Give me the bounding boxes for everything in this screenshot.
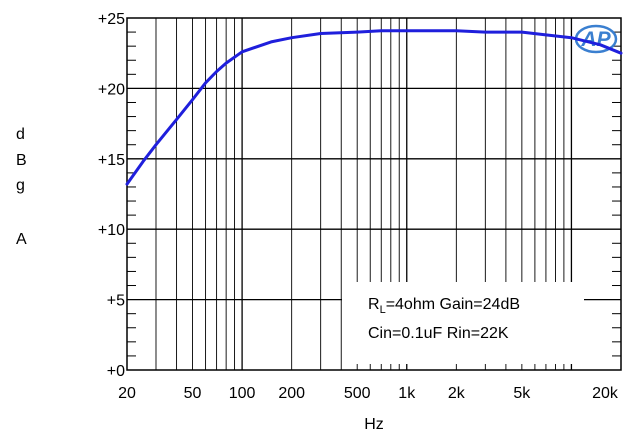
x-tick-label: 20 [118,385,136,402]
x-tick-label: 500 [344,385,371,402]
annotation-line-1: RL=4ohm Gain=24dB [368,296,520,316]
y-tick-label: +25 [98,11,125,28]
y-axis-label-letter: B [16,152,27,169]
x-tick-label: 100 [229,385,256,402]
x-tick-label: 1k [398,385,416,402]
x-tick-label: 5k [513,385,531,402]
y-tick-label: +20 [98,81,125,98]
annotation-background [342,282,584,364]
x-tick-label: 50 [184,385,202,402]
annotation-line-2: Cin=0.1uF Rin=22K [368,325,509,342]
y-tick-label: +15 [98,152,125,169]
y-axis-label-letter: g [16,177,25,194]
annotation-box: RL=4ohm Gain=24dB Cin=0.1uF Rin=22K [342,282,584,364]
x-axis-label: Hz [364,416,384,433]
series-group [125,29,623,186]
x-tick-label: 2k [448,385,466,402]
x-tick-label: 200 [278,385,305,402]
y-tick-label: +0 [107,363,125,380]
y-axis-label-letter: A [16,231,27,248]
y-axis-label: d B g A [16,126,27,248]
response-curve-line [125,29,623,186]
y-tick-label: +5 [107,293,125,310]
plot-frame [126,17,622,371]
y-tick-label: +10 [98,222,125,239]
tick-labels: 20 50 100 200 500 1k 2k 5k 20k +0 +5 +10 +15 +20 +25 [98,11,619,402]
y-axis-label-letter: d [16,126,25,143]
x-tick-label: 20k [592,385,619,402]
